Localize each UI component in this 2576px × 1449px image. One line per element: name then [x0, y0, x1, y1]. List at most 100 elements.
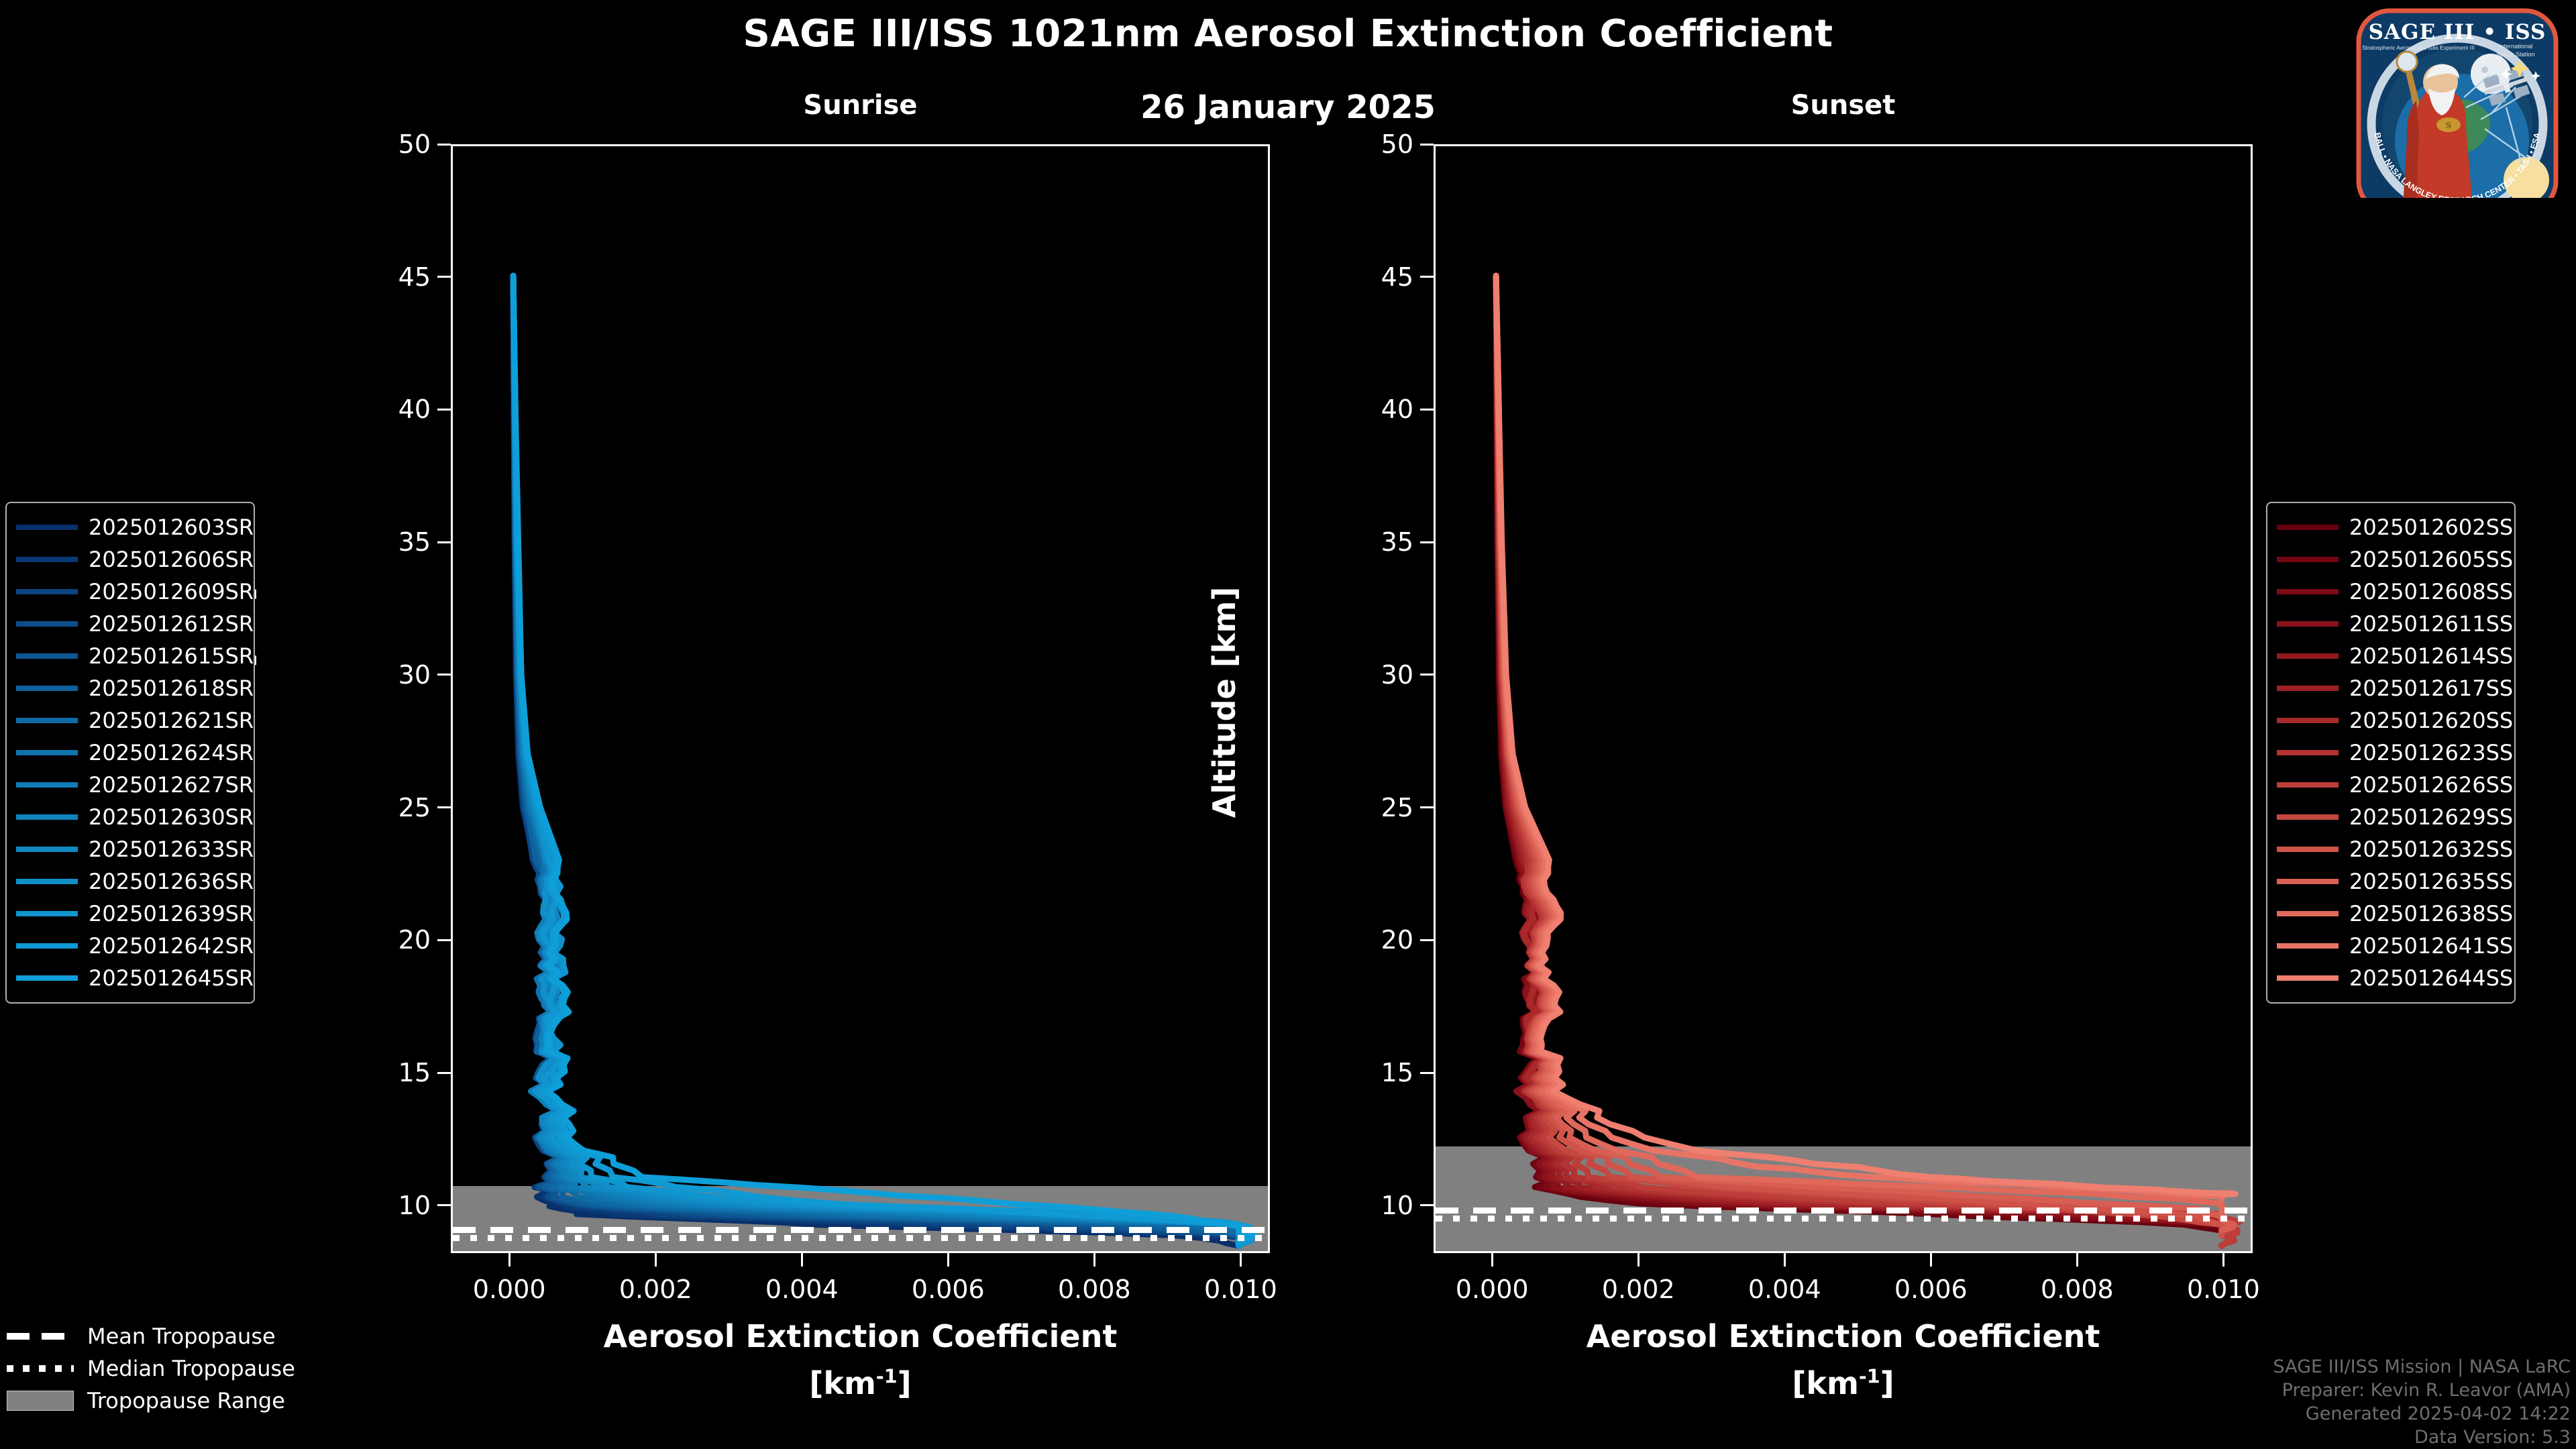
ytick-label: 20: [1381, 925, 1413, 955]
series-line: [513, 276, 1254, 1246]
credits-line-preparer: Preparer: Kevin R. Leavor (AMA): [2282, 1380, 2571, 1401]
legend-label: 2025012602SS: [2349, 515, 2514, 540]
legend-item[interactable]: 2025012609SR: [16, 576, 254, 608]
legend-color-swatch-icon: [16, 718, 78, 723]
legend-sunset[interactable]: 2025012602SS 2025012605SS 2025012608SS 2025…: [2266, 502, 2516, 1004]
logo-subtitle-left: Stratospheric Aerosol and Gas Experiment…: [2362, 44, 2475, 51]
legend-color-swatch-icon: [2277, 750, 2339, 755]
legend-label: 2025012627SR: [89, 772, 254, 798]
legend-label: 2025012605SS: [2349, 547, 2514, 572]
legend-item[interactable]: 2025012614SS: [2277, 640, 2513, 672]
legend-item[interactable]: 2025012617SS: [2277, 672, 2513, 704]
series-line: [1496, 276, 2237, 1246]
legend-label: 2025012623SS: [2349, 740, 2514, 765]
legend-item[interactable]: 2025012615SR: [16, 640, 254, 672]
series-line: [1496, 276, 2237, 1246]
legend-label: 2025012629SS: [2349, 804, 2514, 830]
legend-item[interactable]: 2025012624SR: [16, 737, 254, 769]
legend-item[interactable]: 2025012644SS: [2277, 962, 2513, 994]
series-line: [1496, 276, 2237, 1246]
ytick-mark: [1420, 1071, 1434, 1074]
legend-item[interactable]: 2025012620SS: [2277, 704, 2513, 737]
legend-item[interactable]: 2025012602SS: [2277, 511, 2513, 543]
legend-item[interactable]: 2025012629SS: [2277, 801, 2513, 833]
xtick-mark: [1637, 1253, 1640, 1267]
series-line: [1496, 276, 2235, 1194]
legend-item[interactable]: 2025012636SR: [16, 865, 254, 898]
legend-item[interactable]: 2025012606SR: [16, 543, 254, 576]
credits-line-generated: Generated 2025-04-02 14:22: [2305, 1403, 2571, 1424]
legend-item[interactable]: 2025012642SR: [16, 930, 254, 962]
legend-item[interactable]: 2025012621SR: [16, 704, 254, 737]
ytick-mark: [437, 674, 451, 676]
legend-item[interactable]: 2025012608SS: [2277, 576, 2513, 608]
series-line: [513, 276, 1244, 1246]
ytick-mark: [1420, 674, 1434, 676]
xtick-label: 0.000: [1455, 1275, 1529, 1304]
legend-item[interactable]: 2025012632SS: [2277, 833, 2513, 865]
legend-color-swatch-icon: [2277, 911, 2339, 916]
legend-label: 2025012636SR: [89, 869, 254, 894]
legend-sunrise[interactable]: 2025012603SR 2025012606SR 2025012609SR 2025…: [5, 502, 255, 1004]
legend-item[interactable]: 2025012635SS: [2277, 865, 2513, 898]
series-line: [513, 276, 1251, 1246]
legend-tropopause: Mean Tropopause Median Tropopause Tropop…: [7, 1320, 356, 1417]
median-tropopause-line: [1436, 1215, 2251, 1222]
series-line: [1496, 276, 2237, 1246]
legend-label: 2025012615SR: [89, 643, 254, 669]
ytick-mark: [1420, 806, 1434, 809]
legend-color-swatch-icon: [2277, 525, 2339, 530]
ytick-label: 40: [398, 394, 431, 425]
ytick-mark: [437, 1071, 451, 1074]
legend-item[interactable]: 2025012605SS: [2277, 543, 2513, 576]
legend-label: 2025012606SR: [89, 547, 254, 572]
legend-item[interactable]: 2025012623SS: [2277, 737, 2513, 769]
legend-item[interactable]: 2025012638SS: [2277, 898, 2513, 930]
xtick-label: 0.004: [1748, 1275, 1821, 1304]
ytick-mark: [1420, 276, 1434, 278]
legend-item[interactable]: 2025012618SR: [16, 672, 254, 704]
xaxis-units-sunrise: [km-1]: [809, 1365, 912, 1401]
ytick-label: 30: [398, 659, 431, 690]
legend-label: 2025012632SS: [2349, 837, 2514, 862]
ytick-mark: [1420, 541, 1434, 543]
series-line: [1496, 276, 2237, 1246]
legend-color-swatch-icon: [2277, 718, 2339, 723]
legend-label: 2025012611SS: [2349, 611, 2514, 637]
credits-block: SAGE III/ISS Mission | NASA LaRC Prepare…: [1967, 1355, 2571, 1449]
legend-item[interactable]: 2025012639SR: [16, 898, 254, 930]
series-line: [1496, 276, 2234, 1246]
ytick-mark: [437, 143, 451, 146]
legend-item[interactable]: 2025012630SR: [16, 801, 254, 833]
legend-label: 2025012638SS: [2349, 901, 2514, 926]
legend-item[interactable]: 2025012645SR: [16, 962, 254, 994]
mean-tropopause-line: [1436, 1207, 2251, 1214]
legend-item[interactable]: 2025012633SR: [16, 833, 254, 865]
legend-label: 2025012630SR: [89, 804, 254, 830]
legend-color-swatch-icon: [16, 557, 78, 562]
logo-subtitle-right-1: International: [2499, 43, 2533, 50]
legend-item[interactable]: 2025012626SS: [2277, 769, 2513, 801]
ytick-label: 50: [398, 129, 431, 159]
legend-label-tropopause-range: Tropopause Range: [87, 1388, 285, 1413]
legend-item[interactable]: 2025012603SR: [16, 511, 254, 543]
ytick-mark: [437, 1204, 451, 1207]
legend-color-swatch-icon: [16, 525, 78, 530]
legend-item[interactable]: 2025012612SR: [16, 608, 254, 640]
mean-tropopause-line: [453, 1227, 1268, 1234]
legend-label: 2025012624SR: [89, 740, 254, 765]
legend-color-swatch-icon: [16, 686, 78, 691]
legend-item[interactable]: 2025012611SS: [2277, 608, 2513, 640]
series-line: [513, 276, 1254, 1246]
legend-label: 2025012614SS: [2349, 643, 2514, 669]
page-subtitle: 26 January 2025: [1140, 89, 1436, 126]
xtick-mark: [2076, 1253, 2078, 1267]
legend-item[interactable]: 2025012627SR: [16, 769, 254, 801]
logo-subtitle-right-2: Space Station: [2496, 51, 2534, 58]
legend-color-swatch-icon: [16, 589, 78, 594]
logo-title: SAGE III • ISS: [2369, 20, 2546, 44]
xtick-label: 0.008: [2040, 1275, 2114, 1304]
ytick-mark: [1420, 408, 1434, 411]
ytick-label: 35: [398, 527, 431, 557]
legend-item[interactable]: 2025012641SS: [2277, 930, 2513, 962]
